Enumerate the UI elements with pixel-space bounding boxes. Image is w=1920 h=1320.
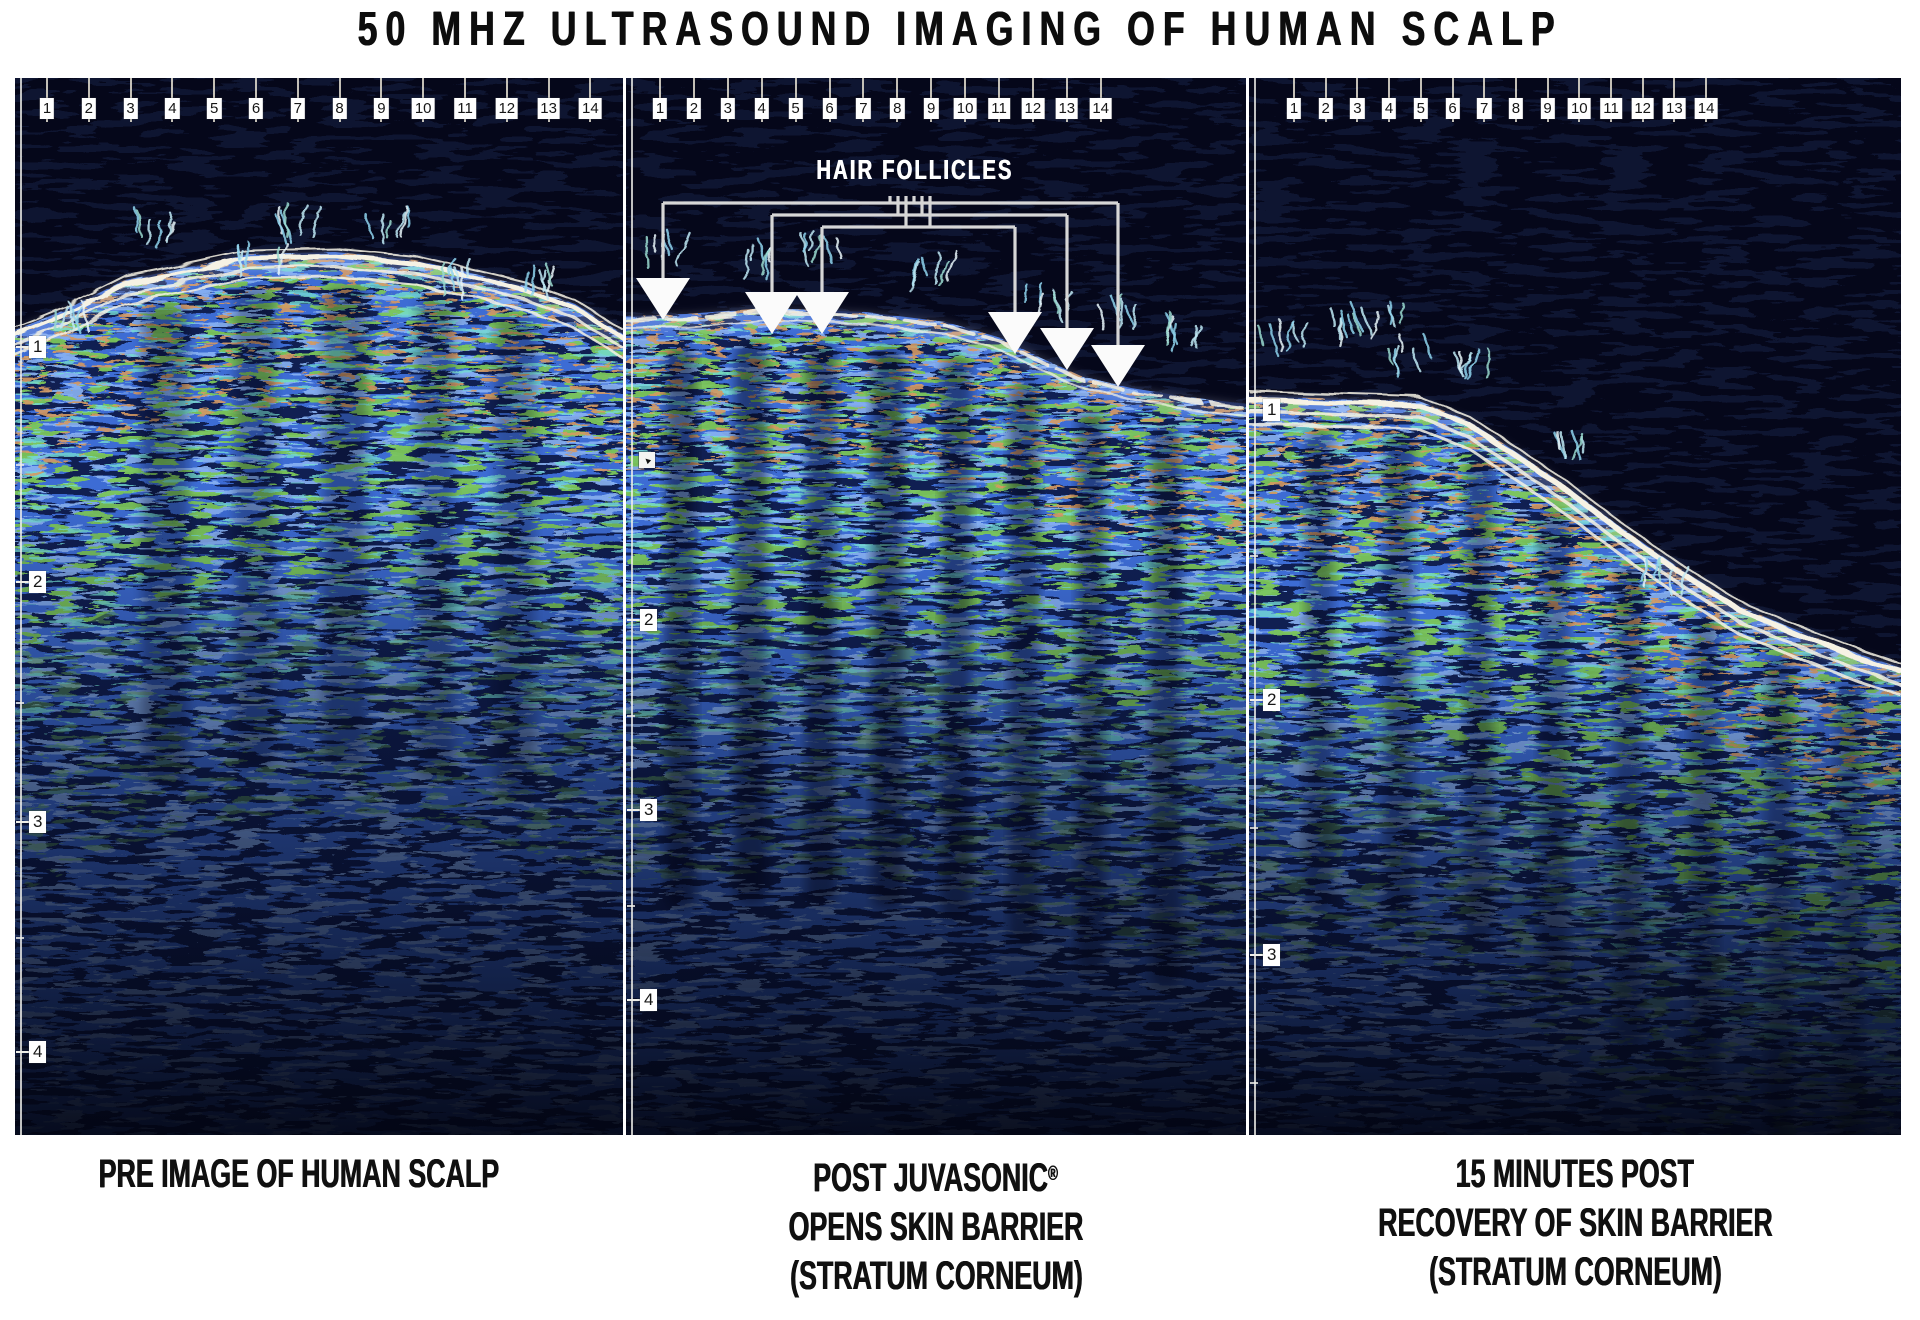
depth-ruler-tick — [627, 809, 640, 811]
top-ruler-label: 14 — [1694, 98, 1718, 119]
top-ruler-label: 6 — [1445, 98, 1460, 119]
top-ruler-label: 14 — [579, 98, 602, 119]
panel-divider — [1246, 78, 1249, 1135]
depth-ruler-minor-tick — [627, 905, 635, 907]
top-ruler-label: 1 — [1286, 98, 1302, 119]
panel-caption-pre: PRE IMAGE OF HUMAN SCALP — [0, 1150, 560, 1199]
top-ruler-label: 7 — [290, 98, 305, 119]
depth-ruler-tick — [16, 581, 29, 583]
depth-ruler-minor-tick — [1250, 555, 1258, 557]
depth-ruler-minor-tick — [1250, 1082, 1258, 1084]
caption-line: OPENS SKIN BARRIER — [788, 1205, 1084, 1249]
depth-ruler-line — [20, 78, 22, 1135]
depth-ruler-label: 2 — [640, 609, 658, 631]
depth-ruler-tick — [16, 346, 29, 348]
top-ruler-label: 3 — [123, 98, 138, 119]
registered-mark: ® — [1048, 1163, 1059, 1185]
top-ruler-label: 3 — [1350, 98, 1365, 119]
top-ruler-label: 8 — [890, 98, 905, 119]
depth-ruler-label: 1 — [1263, 399, 1281, 421]
top-ruler-label: 10 — [411, 98, 435, 119]
top-ruler-label: 7 — [856, 98, 871, 119]
depth-ruler-tick — [627, 619, 640, 621]
top-ruler-label: 4 — [1381, 98, 1397, 119]
hair-follicles-label: HAIR FOLLICLES — [816, 154, 1014, 185]
top-ruler-label: 2 — [81, 98, 96, 119]
depth-ruler-tick — [1250, 409, 1263, 411]
top-ruler-label: 13 — [1663, 98, 1686, 119]
figure-title: 50 MHZ ULTRASOUND IMAGING OF HUMAN SCALP — [357, 3, 1563, 56]
top-ruler-label: 6 — [248, 98, 264, 119]
top-ruler-label: 5 — [1413, 98, 1428, 119]
depth-ruler-label: 4 — [640, 989, 658, 1011]
top-ruler-label: 2 — [1318, 98, 1333, 119]
top-ruler-label: 14 — [1089, 98, 1113, 119]
depth-ruler-tick — [16, 1051, 29, 1053]
depth-ruler-line — [1254, 78, 1256, 1135]
top-ruler-label: 8 — [332, 98, 347, 119]
ultrasound-panel-pre: 1 2 3 4 5 6 7 8 9 10 11 12 13 14 1 2 3 4 — [15, 78, 623, 1135]
top-ruler-label: 1 — [652, 98, 668, 119]
caption-line: RECOVERY OF SKIN BARRIER — [1377, 1201, 1773, 1245]
top-ruler-label: 12 — [1631, 98, 1655, 119]
top-ruler-label: 13 — [537, 98, 560, 119]
depth-ruler-tick — [1250, 699, 1263, 701]
caption-line: 15 MINUTES POST — [1455, 1152, 1695, 1196]
ultrasound-strip: 1 2 3 4 5 6 7 8 9 10 11 12 13 14 1 2 3 4 — [15, 78, 1901, 1135]
top-ruler-label: 8 — [1508, 98, 1524, 119]
depth-ruler-minor-tick — [16, 937, 24, 939]
cursor-marker-arrow-icon: ▲ — [639, 453, 654, 467]
panel-caption-post: POST JUVASONIC® OPENS SKIN BARRIER (STRATU… — [626, 1150, 1246, 1301]
caption-line: POST JUVASONIC® — [813, 1156, 1059, 1200]
top-ruler-label: 9 — [374, 98, 389, 119]
top-ruler-label: 10 — [1567, 98, 1591, 119]
depth-ruler-tick — [627, 999, 640, 1001]
top-ruler-label: 5 — [788, 98, 803, 119]
top-ruler-label: 5 — [207, 98, 222, 119]
top-ruler-label: 2 — [686, 98, 702, 119]
ultrasound-panel-recovery: 1 2 3 4 5 6 7 8 9 10 11 12 13 14 1 2 3 — [1249, 78, 1901, 1135]
depth-ruler-label: 2 — [1263, 689, 1281, 711]
depth-ruler-label: 3 — [640, 799, 658, 821]
caption-line: (STRATUM CORNEUM) — [789, 1254, 1083, 1298]
ultrasound-speckle-texture — [1249, 78, 1901, 1135]
top-ruler-label: 3 — [720, 98, 735, 119]
depth-ruler-label: 1 — [29, 336, 47, 358]
top-ruler-label: 9 — [924, 98, 939, 119]
top-ruler-label: 12 — [1021, 98, 1045, 119]
depth-ruler-label: 2 — [29, 571, 47, 593]
top-ruler-label: 12 — [495, 98, 519, 119]
top-ruler-label: 11 — [1600, 98, 1622, 119]
depth-ruler-minor-tick — [627, 715, 635, 717]
ultrasound-speckle-texture — [15, 78, 623, 1135]
top-ruler-label: 1 — [39, 98, 55, 119]
ultrasound-speckle-texture — [626, 78, 1246, 1135]
top-ruler-label: 9 — [1540, 98, 1555, 119]
cursor-marker: ▲ — [639, 452, 655, 468]
caption-line: PRE IMAGE OF HUMAN SCALP — [98, 1152, 500, 1196]
depth-ruler-label: 4 — [29, 1041, 47, 1063]
panel-divider — [623, 78, 626, 1135]
depth-ruler-line — [631, 78, 633, 1135]
depth-ruler-minor-tick — [1250, 827, 1258, 829]
top-ruler-label: 7 — [1477, 98, 1492, 119]
top-ruler-label: 13 — [1055, 98, 1079, 119]
depth-ruler-tick — [1250, 954, 1263, 956]
top-ruler-label: 10 — [953, 98, 977, 119]
top-ruler-label: 11 — [988, 98, 1010, 119]
top-ruler-label: 11 — [454, 98, 476, 119]
depth-ruler-label: 3 — [1263, 944, 1281, 966]
depth-ruler-tick — [16, 821, 29, 823]
panel-caption-recovery: 15 MINUTES POST RECOVERY OF SKIN BARRIER (… — [1249, 1150, 1901, 1297]
ultrasound-panel-post: 1 2 3 4 5 6 7 8 9 10 11 12 13 14 2 3 4 HA… — [626, 78, 1246, 1135]
top-ruler-label: 4 — [165, 98, 180, 119]
caption-line: (STRATUM CORNEUM) — [1428, 1250, 1722, 1294]
depth-ruler-minor-tick — [16, 702, 24, 704]
captions-row: PRE IMAGE OF HUMAN SCALP POST JUVASONIC® O… — [0, 1150, 1920, 1320]
top-ruler-label: 6 — [822, 98, 837, 119]
top-ruler-label: 4 — [754, 98, 769, 119]
depth-ruler-minor-tick — [16, 464, 24, 466]
depth-ruler-label: 3 — [29, 811, 47, 833]
